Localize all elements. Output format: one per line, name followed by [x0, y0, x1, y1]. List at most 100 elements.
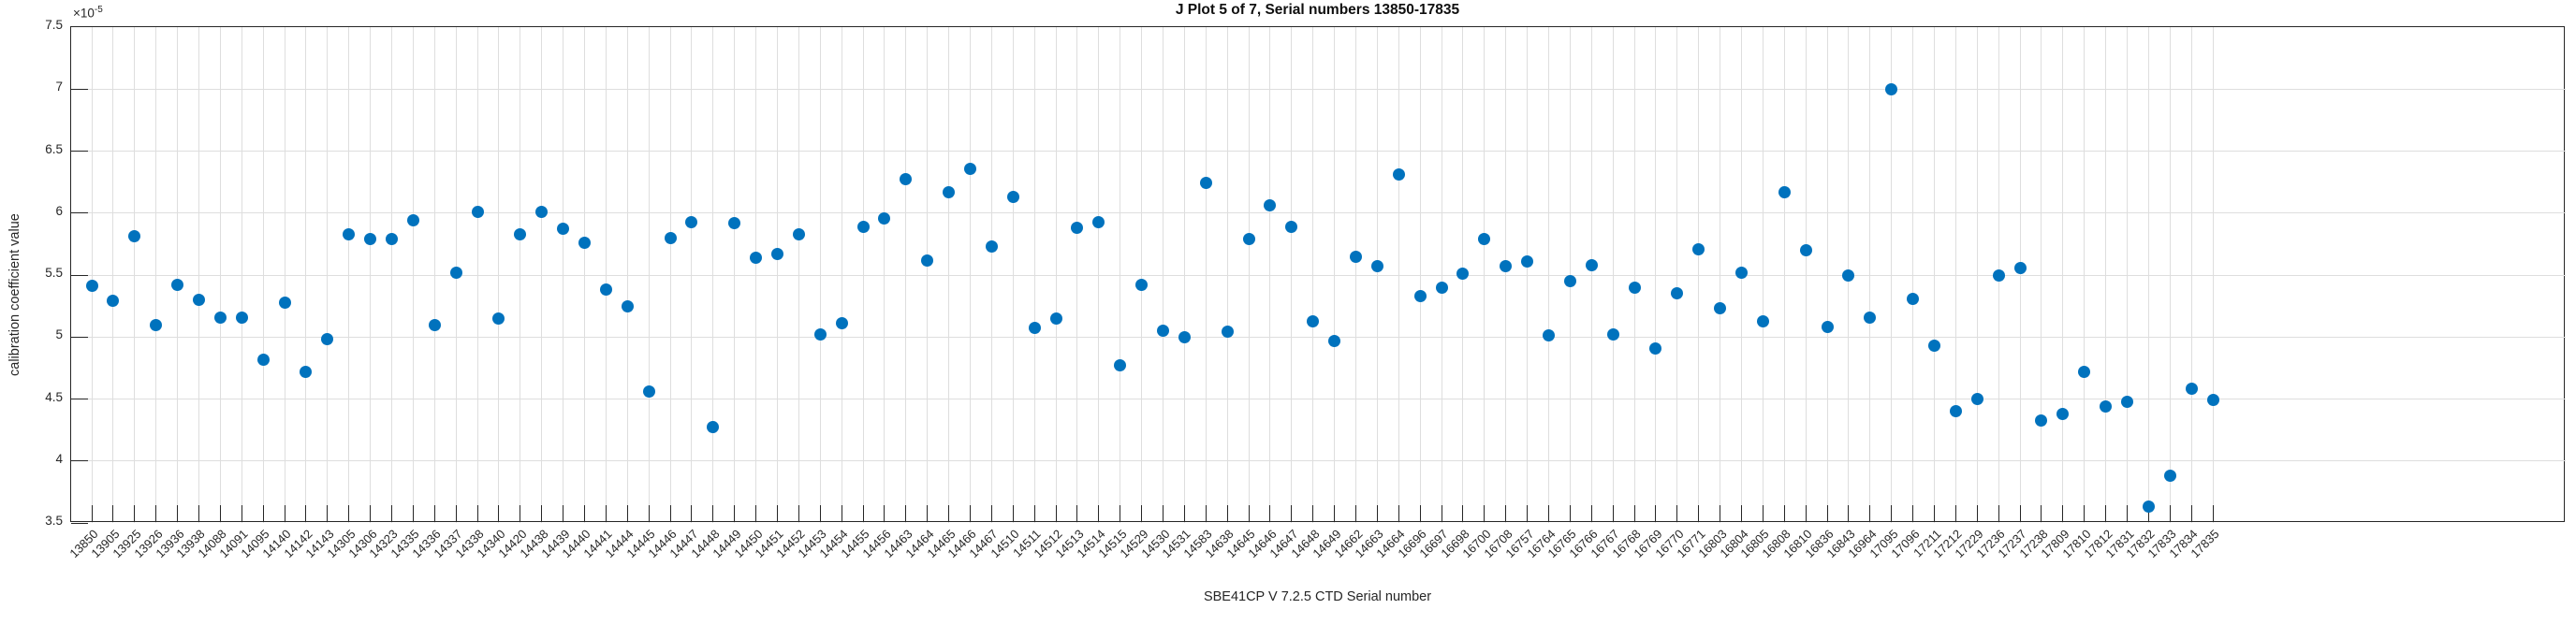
data-point — [2056, 407, 2070, 420]
data-point — [2013, 261, 2027, 274]
data-point — [943, 185, 956, 198]
x-tick-mark — [370, 505, 372, 522]
data-point — [1221, 326, 1234, 339]
x-tick-mark — [1312, 505, 1314, 522]
data-point — [150, 318, 163, 331]
x-tick-mark — [2212, 505, 2214, 522]
x-tick-mark — [1805, 505, 1807, 522]
data-point — [1799, 244, 1812, 256]
y-tick-label: 3.5 — [45, 514, 63, 528]
data-point — [1585, 258, 1598, 271]
x-gridline — [1912, 27, 1914, 523]
x-gridline — [1355, 27, 1356, 523]
x-gridline — [819, 27, 821, 523]
x-tick-mark — [2169, 505, 2171, 522]
data-point — [1500, 260, 1513, 273]
x-gridline — [1783, 27, 1785, 523]
data-point — [578, 237, 591, 250]
plot-area — [70, 26, 2566, 524]
x-gridline — [498, 27, 500, 523]
x-tick-mark — [798, 505, 799, 522]
x-gridline — [1569, 27, 1571, 523]
x-gridline — [2127, 27, 2129, 523]
x-tick-mark — [1826, 505, 1828, 522]
data-point — [449, 266, 462, 279]
y-tick-mark — [71, 88, 88, 90]
data-point — [406, 214, 419, 227]
data-point — [1756, 314, 1769, 327]
y-gridline — [71, 460, 2566, 462]
data-point — [1157, 325, 1169, 338]
x-gridline — [412, 27, 414, 523]
x-gridline — [2084, 27, 2086, 523]
x-gridline — [1205, 27, 1207, 523]
data-point — [1135, 279, 1149, 292]
x-gridline — [1183, 27, 1185, 523]
data-point — [1992, 268, 2005, 282]
x-tick-mark — [1912, 505, 1914, 522]
x-gridline — [990, 27, 992, 523]
data-point — [599, 283, 612, 297]
y-gridline — [71, 88, 2566, 90]
x-gridline — [1012, 27, 1014, 523]
x-tick-mark — [626, 505, 628, 522]
x-tick-mark — [1505, 505, 1507, 522]
y-tick-label: 7.5 — [45, 18, 63, 32]
chart-title: J Plot 5 of 7, Serial numbers 13850-1783… — [1175, 2, 1460, 18]
x-tick-mark — [541, 505, 543, 522]
x-tick-mark — [1033, 505, 1035, 522]
x-axis-label: SBE41CP V 7.2.5 CTD Serial number — [1203, 589, 1432, 604]
x-tick-mark — [905, 505, 907, 522]
x-tick-mark — [1676, 505, 1678, 522]
y-tick-mark — [71, 522, 88, 524]
data-point — [728, 216, 741, 229]
x-tick-mark — [1655, 505, 1657, 522]
data-point — [1264, 199, 1277, 212]
x-tick-mark — [134, 505, 136, 522]
x-gridline — [1248, 27, 1250, 523]
x-tick-mark — [1527, 505, 1529, 522]
data-point — [1285, 220, 1298, 233]
x-tick-mark — [2147, 505, 2149, 522]
x-gridline — [476, 27, 478, 523]
data-point — [1521, 254, 1534, 268]
data-point — [535, 205, 549, 218]
data-point — [1092, 215, 1105, 228]
data-point — [1307, 314, 1320, 327]
data-point — [492, 312, 505, 325]
data-point — [685, 215, 698, 228]
x-tick-mark — [1269, 505, 1271, 522]
data-point — [1049, 312, 1062, 325]
data-point — [1692, 242, 1705, 255]
data-point — [428, 318, 441, 331]
x-gridline — [305, 27, 307, 523]
data-point — [1242, 233, 1255, 246]
x-gridline — [563, 27, 564, 523]
x-gridline — [198, 27, 199, 523]
x-tick-mark — [177, 505, 179, 522]
x-tick-mark — [1183, 505, 1185, 522]
data-point — [2206, 394, 2219, 407]
data-point — [1563, 275, 1576, 288]
x-tick-mark — [1398, 505, 1399, 522]
data-point — [900, 173, 913, 186]
x-tick-mark — [1891, 505, 1893, 522]
data-point — [1543, 329, 1556, 342]
x-gridline — [1527, 27, 1529, 523]
data-point — [2100, 399, 2113, 413]
data-point — [235, 311, 248, 324]
data-point — [1028, 322, 1041, 335]
x-tick-mark — [348, 505, 350, 522]
x-tick-mark — [755, 505, 757, 522]
x-tick-mark — [1848, 505, 1850, 522]
data-point — [1478, 233, 1491, 246]
data-point — [514, 227, 527, 240]
x-tick-mark — [1226, 505, 1228, 522]
data-point — [921, 254, 934, 267]
x-gridline — [1419, 27, 1421, 523]
x-tick-mark — [712, 505, 714, 522]
data-point — [1178, 330, 1191, 343]
x-gridline — [134, 27, 136, 523]
x-gridline — [327, 27, 329, 523]
x-tick-mark — [1291, 505, 1293, 522]
